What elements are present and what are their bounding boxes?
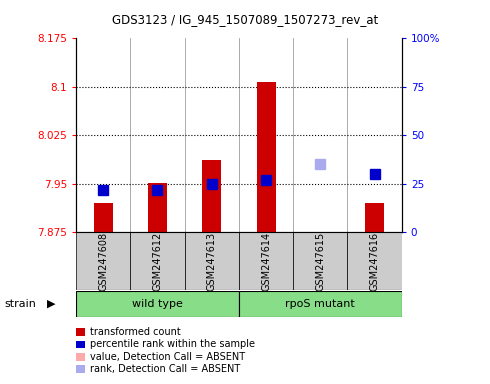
Bar: [130, 232, 185, 290]
Text: GSM247613: GSM247613: [207, 232, 217, 291]
Text: strain: strain: [5, 299, 37, 309]
Text: GDS3123 / IG_945_1507089_1507273_rev_at: GDS3123 / IG_945_1507089_1507273_rev_at: [112, 13, 378, 26]
Bar: [94, 203, 113, 232]
Text: GSM247608: GSM247608: [98, 232, 108, 291]
Bar: [202, 160, 221, 232]
Bar: [365, 203, 384, 232]
Bar: [347, 232, 402, 290]
Bar: [76, 291, 239, 317]
Bar: [76, 232, 130, 290]
Text: ▶: ▶: [47, 299, 55, 309]
Text: value, Detection Call = ABSENT: value, Detection Call = ABSENT: [90, 352, 245, 362]
Text: rank, Detection Call = ABSENT: rank, Detection Call = ABSENT: [90, 364, 240, 374]
Text: percentile rank within the sample: percentile rank within the sample: [90, 339, 255, 349]
Text: transformed count: transformed count: [90, 327, 180, 337]
Bar: [148, 183, 167, 232]
Text: GSM247612: GSM247612: [152, 232, 162, 291]
Bar: [239, 232, 293, 290]
Text: GSM247614: GSM247614: [261, 232, 271, 291]
Text: rpoS mutant: rpoS mutant: [286, 299, 355, 309]
Bar: [239, 291, 402, 317]
Text: GSM247615: GSM247615: [316, 232, 325, 291]
Text: wild type: wild type: [132, 299, 183, 309]
Text: GSM247616: GSM247616: [369, 232, 380, 291]
Bar: [185, 232, 239, 290]
Bar: [293, 232, 347, 290]
Bar: [257, 82, 275, 232]
